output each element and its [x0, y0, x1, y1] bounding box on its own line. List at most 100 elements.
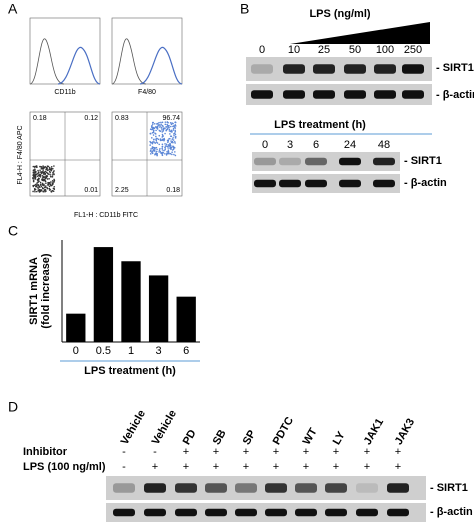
cell-dot [151, 121, 154, 124]
band [325, 508, 347, 517]
row-label: Inhibitor [23, 446, 68, 458]
cell-dot [41, 183, 44, 186]
axis-label: FL4-H : F4/80 APC [17, 125, 24, 184]
cell-dot [161, 143, 164, 146]
cell-dot [45, 182, 47, 184]
cell-dot [164, 145, 167, 147]
y-axis-label: SIRT1 mRNA [28, 257, 40, 325]
row-label: LPS (100 ng/ml) [23, 461, 106, 473]
cell-dot [173, 153, 175, 156]
cell-dot [32, 185, 35, 188]
histogram-control [111, 38, 147, 85]
cell-dot [42, 187, 44, 190]
cell-dot [47, 183, 50, 185]
band [387, 508, 409, 517]
cell-dot [161, 154, 164, 157]
cell-dot [53, 178, 55, 181]
dose-title: LPS (ng/ml) [309, 8, 370, 20]
cell-dot [37, 183, 40, 186]
cell-dot [149, 132, 152, 135]
cell-dot [45, 166, 48, 169]
sign: + [243, 446, 249, 458]
panel-letter: A [8, 1, 18, 17]
histogram-label: F4/80 [138, 89, 156, 96]
cell-dot [47, 172, 49, 175]
cell-dot [158, 143, 161, 146]
cell-dot [170, 123, 173, 126]
cell-dot [161, 135, 164, 137]
band [251, 90, 273, 99]
band [295, 483, 317, 493]
cell-dot [152, 129, 155, 132]
cell-dot [43, 189, 46, 192]
cell-dot [51, 189, 54, 192]
cell-dot [35, 190, 38, 193]
x-axis-label: LPS treatment (h) [84, 365, 176, 377]
cell-dot [52, 171, 55, 173]
cell-dot [154, 132, 156, 135]
cell-dot [35, 173, 37, 176]
band [402, 64, 424, 74]
cell-dot [51, 179, 54, 182]
cell-dot [42, 165, 44, 167]
cell-dot [41, 175, 44, 177]
cell-dot [46, 186, 48, 189]
time-label: 0 [262, 139, 268, 151]
cell-dot [53, 188, 56, 191]
band [283, 90, 305, 99]
band [113, 483, 135, 493]
band [144, 508, 166, 517]
cell-dot [45, 168, 48, 170]
sign: + [303, 461, 309, 473]
cell-dot [158, 151, 160, 153]
cell-dot [174, 121, 177, 124]
band [339, 157, 361, 166]
cell-dot [34, 176, 36, 179]
band [251, 64, 273, 74]
cell-dot [52, 167, 54, 170]
cell-dot [151, 152, 154, 155]
band [402, 90, 424, 99]
cell-dot [155, 150, 158, 153]
sign: - [122, 446, 126, 458]
cell-dot [166, 150, 168, 153]
band [254, 179, 276, 188]
band [387, 483, 409, 493]
band [144, 483, 166, 493]
cell-dot [156, 127, 158, 129]
band [283, 64, 305, 74]
quadrant-value: 96.74 [162, 115, 180, 122]
cell-dot [155, 141, 158, 143]
cell-dot [39, 189, 41, 191]
cell-dot [151, 147, 154, 150]
cell-dot [161, 129, 163, 131]
cell-dot [174, 142, 176, 144]
band [313, 90, 335, 99]
lane-label: Vehicle [150, 408, 179, 447]
cell-dot [152, 127, 155, 129]
cell-dot [161, 145, 164, 148]
cell-dot [50, 184, 52, 187]
cell-dot [154, 150, 156, 152]
cell-dot [158, 124, 161, 126]
cell-dot [159, 139, 162, 142]
cell-dot [156, 154, 158, 157]
blot-label: - β-actin [404, 177, 447, 189]
dose-label: 250 [404, 44, 422, 56]
cell-dot [159, 138, 162, 140]
cell-dot [53, 165, 55, 167]
band [205, 508, 227, 517]
cell-dot [51, 175, 53, 178]
cell-dot [51, 174, 54, 176]
time-label: 48 [378, 139, 390, 151]
sign: + [213, 461, 219, 473]
cell-dot [39, 173, 41, 175]
histogram-stained [57, 47, 101, 85]
cell-dot [167, 149, 170, 151]
time-label: 24 [344, 139, 356, 151]
cell-dot [36, 175, 39, 178]
cell-dot [172, 148, 175, 151]
cell-dot [174, 130, 177, 133]
sign: + [183, 446, 189, 458]
quadrant-value: 2.25 [115, 187, 129, 194]
